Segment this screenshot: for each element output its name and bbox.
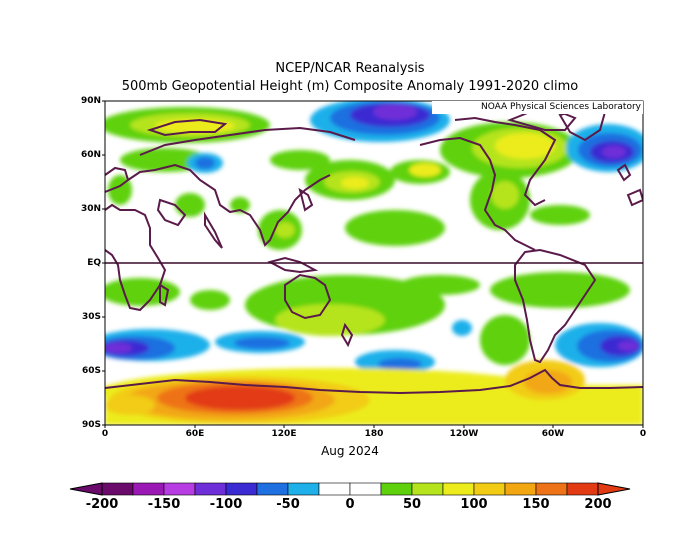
lat-label-60n: 60N (80, 150, 101, 160)
colorbar-cell (194, 482, 227, 496)
colorbar-label: -50 (276, 497, 300, 512)
lon-label-0: 0 (101, 429, 109, 439)
colorbar-cell (535, 482, 568, 496)
colorbar-label: 50 (402, 497, 422, 512)
colorbar-cell (442, 482, 475, 496)
colorbar-cell (473, 482, 506, 496)
lon-label-60e: 60E (185, 429, 205, 439)
colorbar-cell (132, 482, 165, 496)
anomaly-fields (105, 101, 643, 425)
lon-label-60w: 60W (541, 429, 565, 439)
colorbar-right-arrow (597, 482, 631, 496)
colorbar-left-arrow (69, 482, 103, 496)
colorbar-cell (163, 482, 196, 496)
colorbar-label: 0 (345, 497, 355, 512)
chart-subtitle: 500mb Geopotential Height (m) Composite … (121, 79, 579, 94)
lat-label-60s: 60S (81, 366, 101, 376)
colorbar-label: 200 (584, 497, 612, 512)
colorbar-cell (318, 482, 351, 496)
colorbar-cell (349, 482, 382, 496)
lat-label-30n: 30N (80, 204, 101, 214)
lat-label-90s: 90S (81, 420, 101, 430)
lat-label-eq: EQ (87, 258, 101, 268)
colorbar-label: 100 (460, 497, 488, 512)
colorbar-cell (411, 482, 444, 496)
colorbar-label: -100 (209, 497, 243, 512)
lon-label-120e: 120E (271, 429, 297, 439)
lon-label-120w: 120W (449, 429, 479, 439)
lon-label-0-east: 0 (639, 429, 647, 439)
colorbar-label: -200 (85, 497, 119, 512)
chart-title: NCEP/NCAR Reanalysis (275, 61, 425, 76)
colorbar-cell (504, 482, 537, 496)
colorbar-label: 150 (522, 497, 550, 512)
credit-label: NOAA Physical Sciences Laboratory (432, 101, 643, 114)
lat-label-90n: 90N (80, 96, 101, 106)
colorbar-cell (225, 482, 258, 496)
colorbar-cell (566, 482, 599, 496)
colorbar-label: -150 (147, 497, 181, 512)
lat-label-30s: 30S (81, 312, 101, 322)
axis-ticks (102, 100, 644, 428)
colorbar-cell (287, 482, 320, 496)
colorbar-cell (380, 482, 413, 496)
period-label: Aug 2024 (321, 444, 379, 458)
colorbar-cell (101, 482, 134, 496)
colorbar-cell (256, 482, 289, 496)
lon-label-180: 180 (364, 429, 384, 439)
